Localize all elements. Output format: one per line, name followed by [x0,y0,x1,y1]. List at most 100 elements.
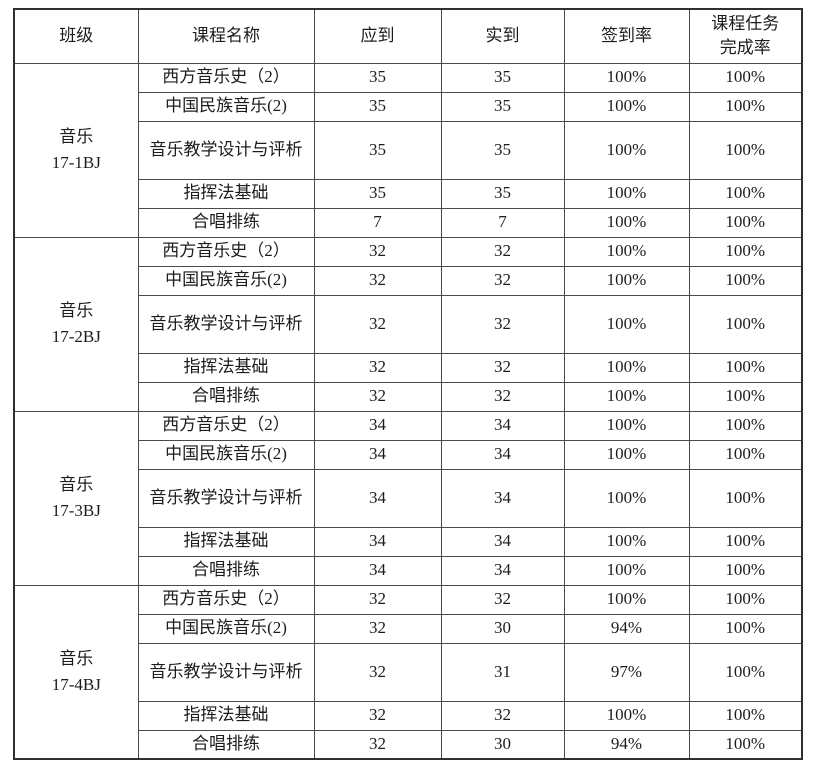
sign-rate-cell: 100% [563,236,690,267]
class-code: 17-3BJ [51,501,101,520]
actual-cell: 32 [440,265,565,296]
completion-rate-cell: 100% [688,207,803,238]
completion-rate-cell: 100% [688,729,803,760]
course-name-cell: 西方音乐史（2） [137,62,315,93]
table-row: 合唱排练 7 7 100% 100% [14,207,803,238]
header-completion-line2: 完成率 [719,38,771,58]
sign-rate-cell: 100% [563,294,690,354]
completion-rate-cell: 100% [688,526,803,557]
actual-cell: 34 [440,468,565,528]
actual-cell: 34 [440,410,565,441]
completion-rate-cell: 100% [688,236,803,267]
completion-rate-cell: 100% [688,381,803,412]
expected-cell: 32 [313,352,442,383]
course-name-cell: 音乐教学设计与评析 [137,468,315,528]
course-name-cell: 指挥法基础 [137,700,315,731]
table-row: 音乐教学设计与评析 34 34 100% 100% [14,468,803,528]
sign-rate-cell: 100% [563,265,690,296]
expected-cell: 32 [313,729,442,760]
sign-rate-cell: 100% [563,62,690,93]
actual-cell: 34 [440,555,565,586]
completion-rate-cell: 100% [688,91,803,122]
class-cell: 音乐 17-3BJ [13,410,139,586]
sign-rate-cell: 100% [563,381,690,412]
expected-cell: 7 [313,207,442,238]
course-name-cell: 指挥法基础 [137,526,315,557]
course-name-cell: 中国民族音乐(2) [137,613,315,644]
page: 班级 课程名称 应到 实到 签到率 课程任务 完成率 音乐 17-1BJ 西方音… [13,8,803,760]
sign-rate-cell: 100% [563,120,690,180]
sign-rate-cell: 100% [563,91,690,122]
completion-rate-cell: 100% [688,352,803,383]
table-row: 音乐 17-2BJ 西方音乐史（2） 32 32 100% 100% [13,236,803,412]
header-class: 班级 [13,8,139,64]
completion-rate-cell: 100% [688,700,803,731]
table-row: 指挥法基础 32 32 100% 100% [14,700,803,731]
class-cell: 音乐 17-1BJ [13,62,139,238]
sign-rate-cell: 100% [563,439,690,470]
class-cell: 音乐 17-4BJ [13,584,139,760]
class-name: 音乐 [59,127,94,146]
course-name-cell: 中国民族音乐(2) [137,265,315,296]
class-code: 17-1BJ [51,153,101,172]
course-name-cell: 合唱排练 [137,207,315,238]
completion-rate-cell: 100% [688,410,803,441]
expected-cell: 32 [313,613,442,644]
actual-cell: 32 [440,381,565,412]
completion-rate-cell: 100% [688,613,803,644]
table-row: 音乐 17-4BJ 西方音乐史（2） 32 32 100% 100% [13,584,803,760]
course-name-cell: 中国民族音乐(2) [137,439,315,470]
course-name-cell: 指挥法基础 [137,352,315,383]
actual-cell: 32 [440,352,565,383]
completion-rate-cell: 100% [688,265,803,296]
course-name-cell: 西方音乐史（2） [137,584,315,615]
sign-rate-cell: 94% [563,729,690,760]
table-row: 音乐 17-1BJ 西方音乐史（2） 35 35 100% 100% [13,62,803,238]
completion-rate-cell: 100% [688,584,803,615]
expected-cell: 32 [313,584,442,615]
expected-cell: 34 [313,410,442,441]
header-course: 课程名称 [137,8,315,64]
completion-rate-cell: 100% [688,468,803,528]
course-name-cell: 音乐教学设计与评析 [137,642,315,702]
header-completion-line1: 课程任务 [711,14,780,34]
completion-rate-cell: 100% [688,178,803,209]
expected-cell: 34 [313,526,442,557]
expected-cell: 35 [313,62,442,93]
header-actual: 实到 [440,8,565,64]
expected-cell: 35 [313,120,442,180]
expected-cell: 32 [313,700,442,731]
sign-rate-cell: 100% [563,584,690,615]
class-code: 17-2BJ [51,327,101,346]
attendance-table: 班级 课程名称 应到 实到 签到率 课程任务 完成率 音乐 17-1BJ 西方音… [13,8,803,760]
actual-cell: 32 [440,294,565,354]
sign-rate-cell: 100% [563,178,690,209]
sign-rate-cell: 100% [563,410,690,441]
table-row: 指挥法基础 35 35 100% 100% [14,178,803,209]
sign-rate-cell: 97% [563,642,690,702]
table-row: 音乐 17-3BJ 西方音乐史（2） 34 34 100% 100% [13,410,803,586]
sign-rate-cell: 100% [563,352,690,383]
expected-cell: 32 [313,642,442,702]
expected-cell: 34 [313,439,442,470]
actual-cell: 35 [440,120,565,180]
actual-cell: 32 [440,584,565,615]
table-row: 音乐教学设计与评析 32 31 97% 100% [14,642,803,702]
course-name-cell: 合唱排练 [137,381,315,412]
actual-cell: 31 [440,642,565,702]
header-expected: 应到 [313,8,442,64]
table-row: 中国民族音乐(2) 32 30 94% 100% [14,613,803,644]
course-name-cell: 指挥法基础 [137,178,315,209]
class-name: 音乐 [59,648,94,668]
class-cell: 音乐 17-2BJ [13,236,139,412]
expected-cell: 35 [313,91,442,122]
completion-rate-cell: 100% [688,294,803,354]
actual-cell: 35 [440,62,565,93]
completion-rate-cell: 100% [688,642,803,702]
completion-rate-cell: 100% [688,555,803,586]
header-row: 班级 课程名称 应到 实到 签到率 课程任务 完成率 [13,8,803,64]
expected-cell: 34 [313,555,442,586]
sign-rate-cell: 100% [563,207,690,238]
course-name-cell: 音乐教学设计与评析 [137,120,315,180]
table-row: 指挥法基础 32 32 100% 100% [14,352,803,383]
